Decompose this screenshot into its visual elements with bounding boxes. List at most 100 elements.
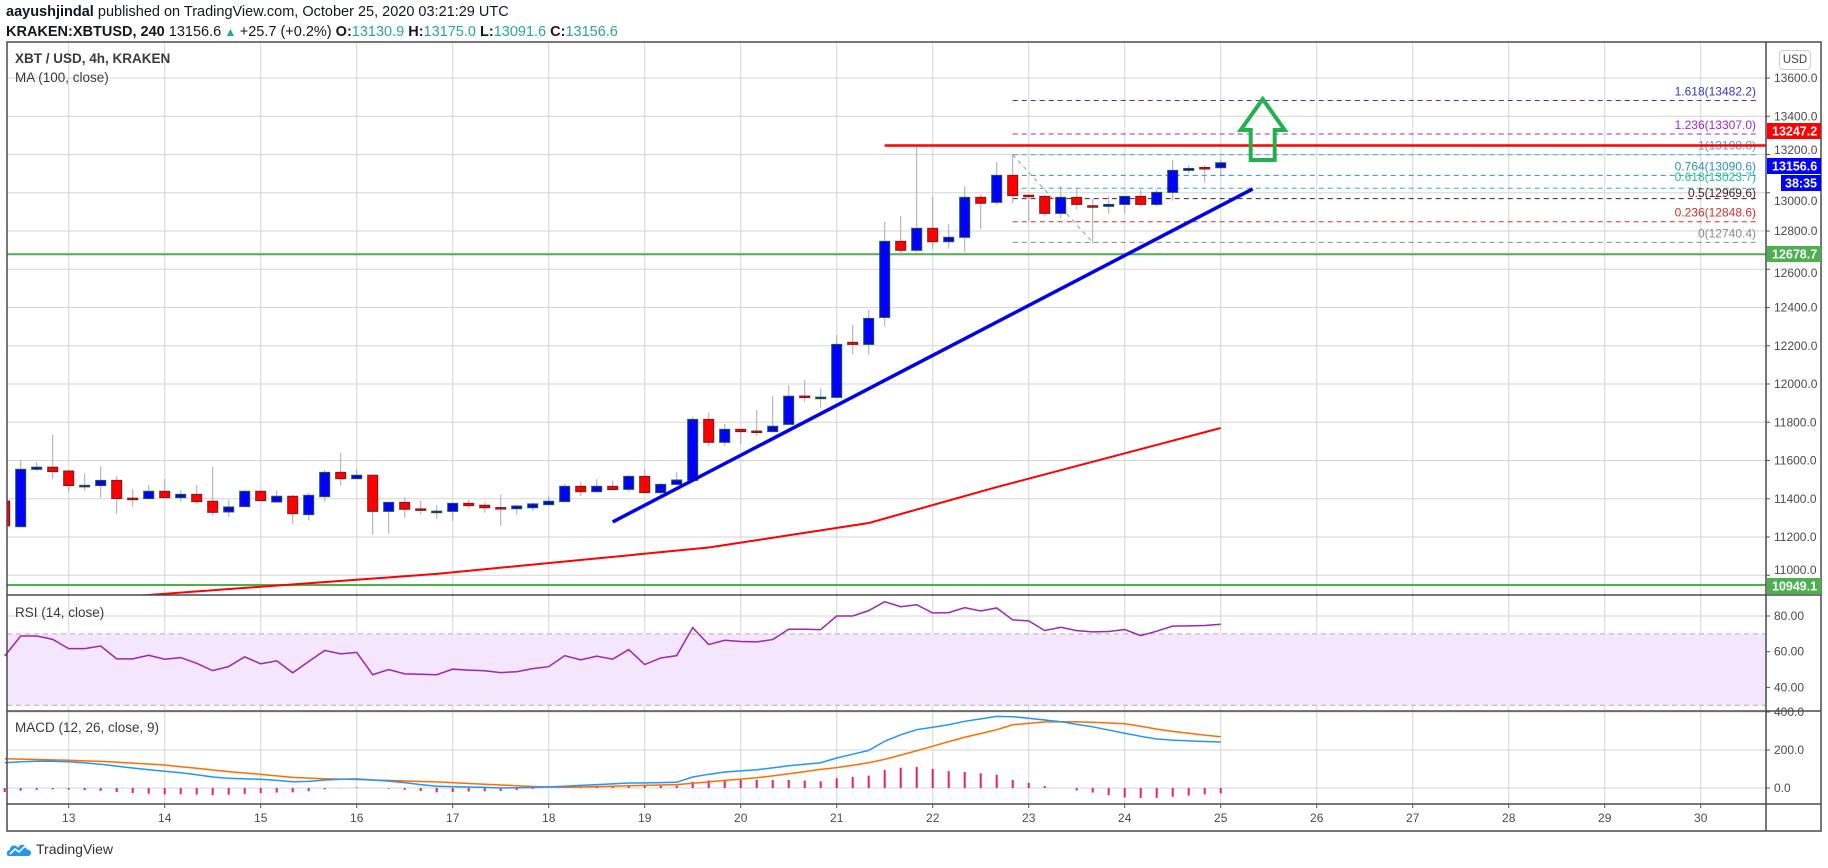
candle-down bbox=[1071, 196, 1083, 205]
candle-up bbox=[271, 495, 283, 503]
fib-level-label: 0.764(13090.6) bbox=[1675, 159, 1756, 173]
candle-down bbox=[751, 430, 763, 434]
candle-down bbox=[703, 418, 715, 443]
macd-pane: MACD (12, 26, close, 9) bbox=[3, 715, 1222, 799]
candle-down bbox=[159, 490, 171, 499]
rsi-pane: RSI (14, close) bbox=[4, 600, 1766, 706]
chart-title: XBT / USD, 4h, KRAKEN bbox=[15, 51, 171, 66]
price-tag-label: 13156.6 bbox=[1772, 160, 1817, 174]
arrow-up-icon bbox=[1236, 95, 1289, 163]
candle-up bbox=[559, 485, 571, 503]
candle-down bbox=[335, 471, 347, 480]
candle-up bbox=[223, 506, 235, 513]
candle-up bbox=[527, 503, 539, 509]
candle-down bbox=[639, 475, 651, 494]
candle-up bbox=[831, 343, 843, 398]
rsi-axis-label: 40.00 bbox=[1774, 680, 1804, 694]
candle-up bbox=[687, 418, 699, 481]
candle-up bbox=[1103, 203, 1115, 207]
time-axis-label: 30 bbox=[1694, 811, 1708, 825]
candle-up bbox=[767, 425, 779, 433]
candle-down bbox=[1007, 174, 1019, 197]
candle-up bbox=[303, 494, 315, 516]
candle-down bbox=[607, 485, 619, 491]
macd-line bbox=[4, 715, 1221, 789]
candle-up bbox=[719, 428, 731, 443]
time-axis-label: 19 bbox=[638, 811, 652, 825]
time-axis-label: 26 bbox=[1310, 811, 1324, 825]
macd-title: MACD (12, 26, close, 9) bbox=[15, 720, 159, 735]
rsi-line bbox=[4, 600, 1221, 676]
candle-up bbox=[991, 174, 1003, 203]
candle-up bbox=[959, 196, 971, 238]
price-tag: 13156.6 bbox=[1767, 158, 1821, 174]
candle-up bbox=[1215, 162, 1227, 169]
candles bbox=[7, 144, 1227, 535]
candle-down bbox=[399, 501, 411, 510]
fib-level-label: 1.236(13307.0) bbox=[1675, 118, 1756, 132]
candle-down bbox=[735, 428, 747, 433]
drawings-back bbox=[7, 100, 1766, 595]
price-change: +25.7 (+0.2%) bbox=[239, 24, 332, 40]
candle-up bbox=[1119, 195, 1131, 205]
price-tag-bg bbox=[1767, 123, 1821, 139]
candle-down bbox=[799, 395, 811, 399]
time-axis-label: 22 bbox=[926, 811, 940, 825]
last-price: 13156.6 bbox=[168, 24, 222, 40]
macd-signal-line bbox=[4, 720, 1221, 788]
high-value: 13175.0 bbox=[423, 24, 476, 40]
time-axis-label: 20 bbox=[734, 811, 748, 825]
close-value: 13156.6 bbox=[565, 24, 618, 40]
candle-down bbox=[191, 493, 203, 503]
candle-down bbox=[847, 341, 859, 345]
candle-up bbox=[351, 474, 363, 480]
fib-level-label: 0.5(12969.6) bbox=[1688, 186, 1756, 200]
candle-down bbox=[1023, 194, 1035, 198]
candle-down bbox=[927, 227, 939, 243]
candle-up bbox=[1151, 191, 1163, 205]
fib-level-label: 0.236(12848.6) bbox=[1675, 206, 1756, 220]
currency-button[interactable]: USD bbox=[1779, 50, 1811, 70]
price-axis-label: 13200.0 bbox=[1774, 143, 1818, 157]
tradingview-logo-icon[interactable] bbox=[6, 840, 32, 858]
publish-info: aayushjindal published on TradingView.co… bbox=[6, 4, 509, 20]
footer: TradingView bbox=[6, 840, 113, 858]
candle-down bbox=[495, 507, 507, 510]
candle-up bbox=[623, 475, 635, 490]
candle-up bbox=[143, 490, 155, 500]
candle-up bbox=[1183, 167, 1195, 171]
price-axis-label: 12400.0 bbox=[1774, 301, 1818, 315]
candle-up bbox=[15, 468, 27, 528]
brand-name[interactable]: TradingView bbox=[36, 841, 114, 857]
published-text: published on TradingView.com, October 25… bbox=[97, 4, 509, 20]
price-axis-label: 11000.0 bbox=[1774, 563, 1817, 577]
publisher-name[interactable]: aayushjindal bbox=[6, 4, 94, 20]
candle-up bbox=[1055, 196, 1067, 214]
candle-down bbox=[975, 196, 987, 204]
price-tag-label: 10949.1 bbox=[1772, 580, 1817, 594]
time-axis-label: 24 bbox=[1118, 811, 1132, 825]
time-axis-label: 18 bbox=[542, 811, 556, 825]
candle-down bbox=[287, 495, 299, 515]
axes: 13 14 15 16 17 18 19 20 21 22 23 24 25 26 27 28 29 30 1100… bbox=[62, 71, 1818, 825]
symbol: KRAKEN:XBTUSD, 240 bbox=[6, 24, 165, 40]
drawings: 1.618(13482.2)1.236(13307.0)1(13198.8)0.… bbox=[611, 85, 1766, 524]
time-axis-label: 29 bbox=[1598, 811, 1612, 825]
candle-up bbox=[79, 484, 91, 488]
candle-up bbox=[671, 479, 683, 485]
candle-down bbox=[1135, 195, 1147, 205]
low-value: 13091.6 bbox=[493, 24, 547, 40]
price-axis-label: 13400.0 bbox=[1774, 109, 1818, 123]
countdown-bg bbox=[1781, 175, 1821, 191]
price-axis-label: 11200.0 bbox=[1774, 530, 1817, 544]
candle-up bbox=[447, 502, 459, 512]
candle-up bbox=[239, 490, 251, 508]
candle-down bbox=[127, 497, 139, 501]
ma-legend[interactable]: MA (100, close) bbox=[15, 70, 109, 85]
price-axis-label: 13000.0 bbox=[1774, 194, 1818, 208]
fib-level-label: 1.618(13482.2) bbox=[1675, 85, 1756, 99]
price-axis-label: 12000.0 bbox=[1774, 377, 1818, 391]
time-axis-label: 17 bbox=[446, 811, 460, 825]
bar-countdown: 38:35 bbox=[1785, 177, 1817, 191]
